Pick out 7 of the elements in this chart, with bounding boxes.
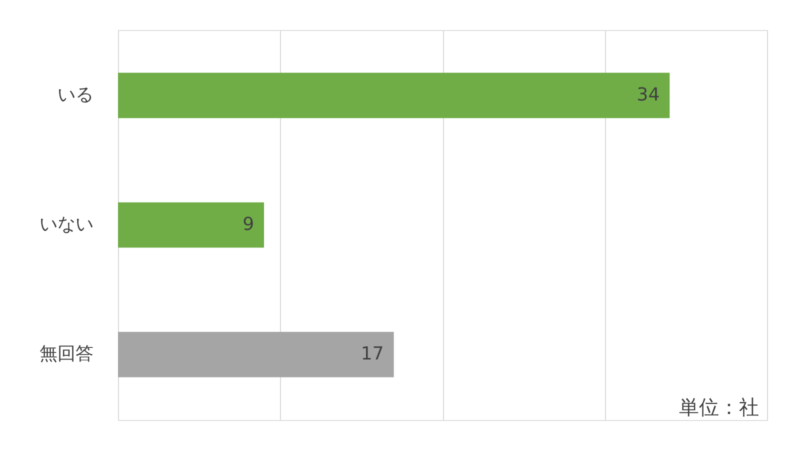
data-label: 17 bbox=[360, 344, 384, 365]
y-tick-label: いる bbox=[58, 84, 94, 106]
data-label: 34 bbox=[636, 84, 660, 106]
data-label: 9 bbox=[242, 214, 254, 235]
y-tick-label: 無回答 bbox=[40, 344, 94, 365]
y-tick-label: いない bbox=[40, 214, 94, 235]
annotation: 単位：社 bbox=[679, 395, 759, 419]
